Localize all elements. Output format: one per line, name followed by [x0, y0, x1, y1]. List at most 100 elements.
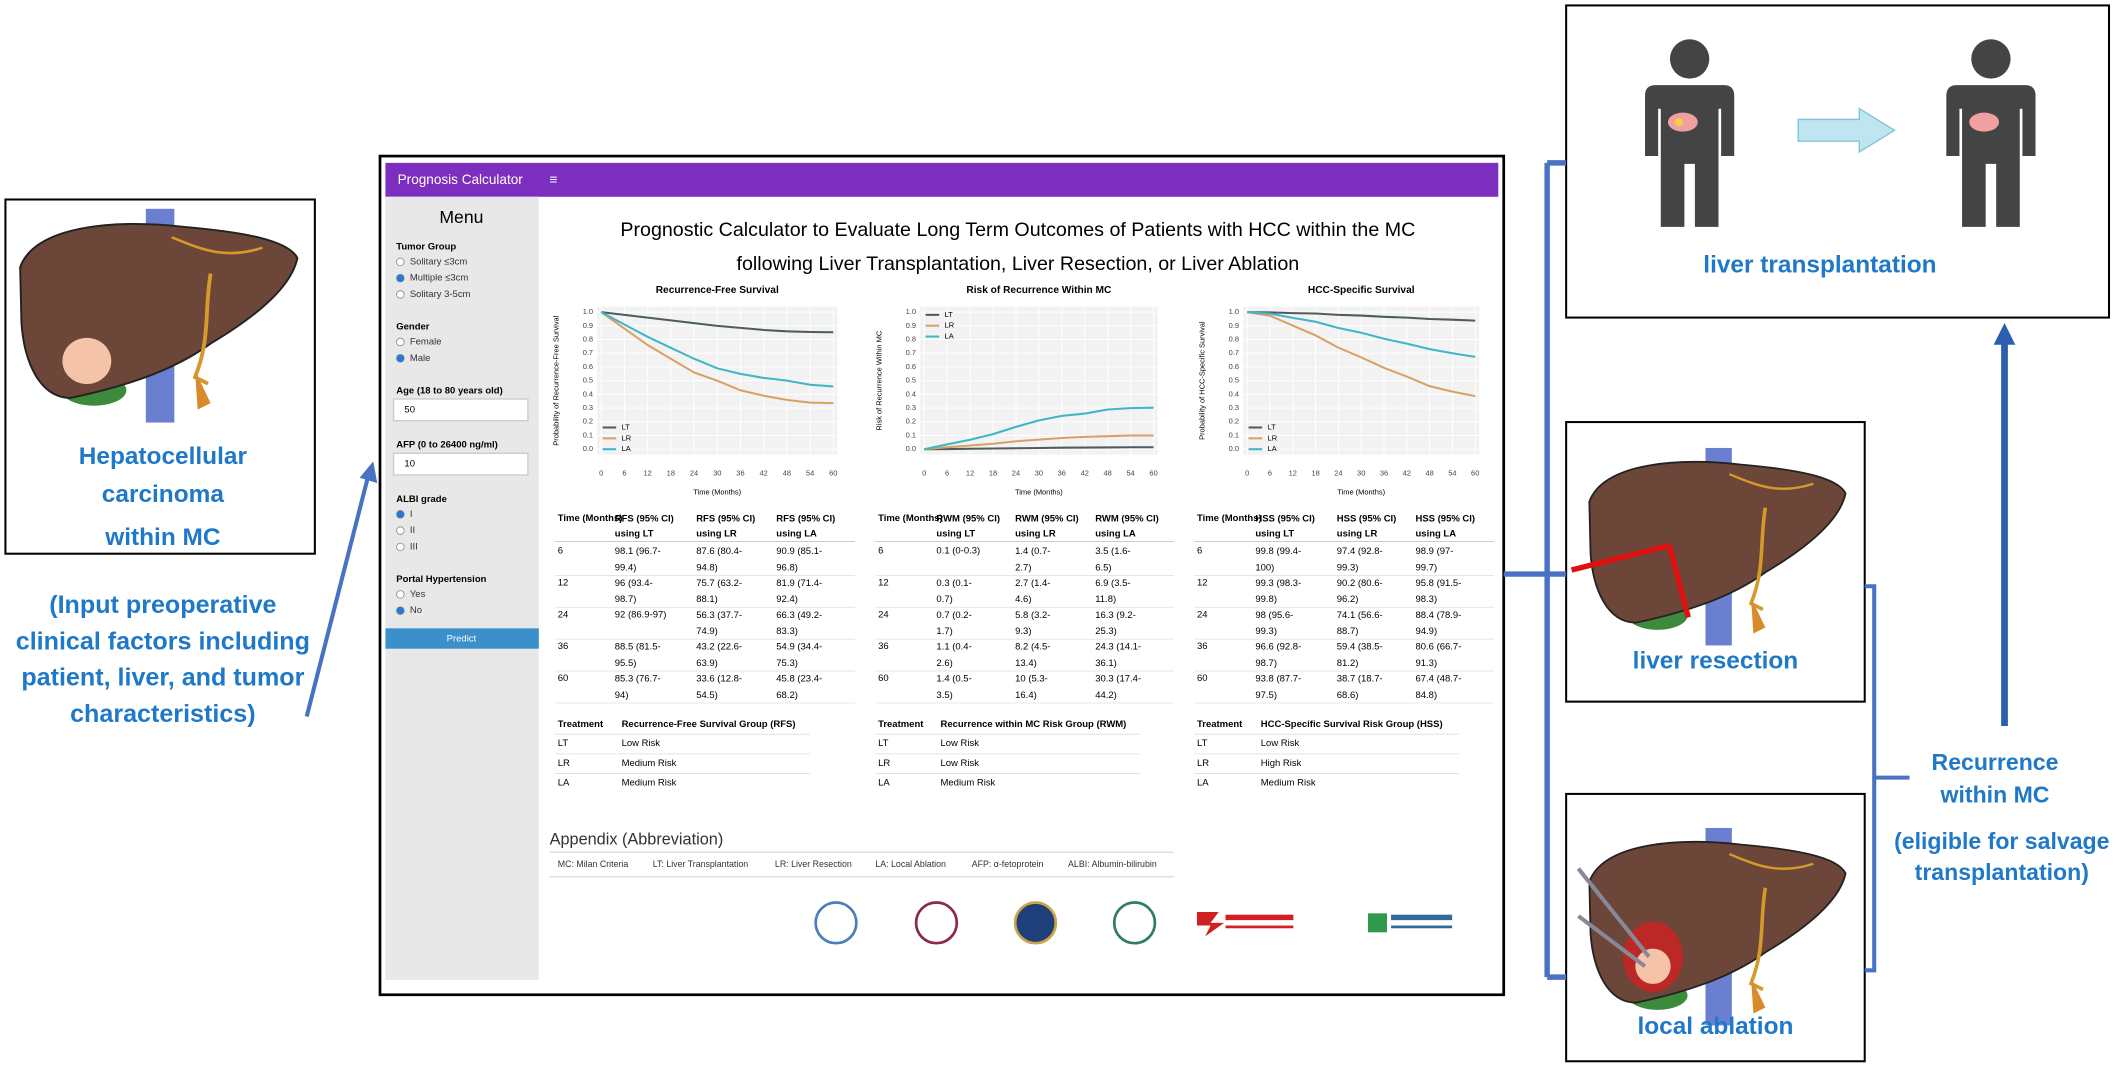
x-tick-label: 24 [1334, 469, 1342, 478]
table-cell: LA [558, 778, 570, 789]
table-cell: 8.2 (4.5-13.4) [1015, 641, 1050, 668]
table-cell: 90.9 (85.1-96.8) [776, 545, 822, 572]
radio-label: II [410, 525, 415, 536]
radio[interactable] [396, 542, 405, 552]
x-tick-label: 42 [1081, 469, 1089, 478]
table-cell: 30.3 (17.4-44.2) [1095, 673, 1141, 700]
caption: carcinoma [102, 481, 225, 508]
table-header: Time (Months) [1197, 513, 1262, 524]
predict-label[interactable]: Predict [447, 634, 477, 645]
y-tick-label: 0.9 [583, 321, 593, 330]
y-tick-label: 0.1 [1229, 430, 1239, 439]
y-tick-label: 0.5 [906, 376, 916, 385]
table-cell: 93.8 (87.7-97.5) [1255, 673, 1301, 700]
y-tick-label: 0.6 [583, 362, 593, 371]
table-cell: 85.3 (76.7-94) [615, 673, 661, 700]
line-series [924, 434, 1154, 451]
table-header: Treatment [1197, 719, 1243, 730]
menu-icon[interactable]: ≡ [550, 172, 558, 187]
appendix-item: LT: Liver Transplantation [653, 859, 748, 869]
radio-selected [396, 354, 405, 363]
table-cell: 6.9 (3.5-11.8) [1095, 577, 1130, 604]
table-cell: 96.6 (92.8-98.7) [1255, 641, 1301, 668]
radio-selected [396, 510, 405, 519]
radio-label: Solitary 3-5cm [410, 289, 471, 300]
table-cell: Medium Risk [1261, 778, 1316, 789]
table-cell: Low Risk [941, 758, 980, 769]
legend-label: LR [1268, 433, 1278, 442]
table-cell: 96 (93.4-98.7) [615, 577, 653, 604]
menu-title: Menu [439, 207, 483, 227]
y-tick-label: 0.4 [583, 389, 593, 398]
brand: Prognosis Calculator [398, 172, 524, 187]
radio-label: Female [410, 336, 442, 347]
y-tick-label: 0.6 [1229, 362, 1239, 371]
tumor [1635, 948, 1671, 984]
table-cell: 99.8 (99.4-100) [1255, 545, 1301, 572]
table-cell: 10 (5.3-16.4) [1015, 673, 1048, 700]
radio[interactable] [396, 526, 405, 535]
x-tick-label: 18 [1311, 469, 1319, 478]
line-series [601, 311, 834, 334]
appendix-title: Appendix (Abbreviation) [550, 830, 724, 848]
table-cell: 88.5 (81.5-95.5) [615, 641, 661, 668]
table-cell: 12 [558, 577, 569, 588]
table-header: RWM (95% CI) using LT [936, 513, 1002, 539]
table-cell: Medium Risk [941, 778, 996, 789]
arrow-head [359, 461, 378, 484]
table-header: RFS (95% CI) using LT [615, 513, 677, 539]
line-series [600, 311, 834, 388]
legend-label: LR [945, 321, 955, 330]
table-cell: Low Risk [941, 738, 980, 749]
table-header: RFS (95% CI) using LR [696, 513, 758, 539]
y-tick-label: 1.0 [906, 307, 916, 316]
y-axis-label: Risk of Recurrence Within MC [874, 330, 883, 430]
x-tick-label: 42 [760, 469, 768, 478]
legend-label: LT [945, 310, 954, 319]
x-tick-label: 18 [989, 469, 997, 478]
radio[interactable] [396, 337, 405, 347]
table-cell: 24 [878, 609, 889, 620]
y-tick-label: 0.8 [583, 335, 593, 344]
input-value: 10 [404, 459, 415, 470]
table-header: Time (Months) [878, 513, 943, 524]
x-tick-label: 60 [829, 469, 837, 478]
arrow [304, 471, 372, 718]
radio[interactable] [396, 290, 405, 299]
legend-label: LT [1268, 422, 1277, 431]
recurrence-label: (eligible for salvage [1894, 828, 2109, 854]
x-tick-label: 54 [806, 469, 814, 478]
chart-title: HCC-Specific Survival [1308, 285, 1415, 296]
table-cell: 66.3 (49.2-83.3) [776, 609, 822, 636]
appendix-item: LA: Local Ablation [875, 859, 946, 869]
table-cell: 24 [1197, 609, 1208, 620]
table-cell: 36 [878, 641, 889, 652]
legend-label: LA [1268, 444, 1277, 453]
field-label: Age (18 to 80 years old) [396, 385, 502, 396]
line-series [600, 311, 834, 405]
table-cell: 0.1 (0-0.3) [936, 545, 980, 556]
text-input[interactable] [392, 398, 529, 422]
text-input[interactable] [392, 452, 529, 476]
y-tick-label: 0.2 [583, 417, 593, 426]
x-tick-label: 30 [713, 469, 721, 478]
appendix-item: AFP: α-fetoprotein [972, 859, 1044, 869]
radio[interactable] [396, 257, 405, 267]
probe [1576, 867, 1651, 968]
appendix-item: MC: Milan Criteria [558, 859, 629, 869]
y-tick-label: 0.1 [906, 430, 916, 439]
y-tick-label: 1.0 [583, 307, 593, 316]
table-cell: 99.3 (98.3-99.8) [1255, 577, 1301, 604]
radio-label: III [410, 541, 418, 552]
radio[interactable] [396, 590, 405, 599]
table-cell: 1.1 (0.4-2.6) [936, 641, 971, 668]
x-axis-label: Time (Months) [1337, 488, 1385, 497]
table-cell: LT [878, 738, 889, 749]
predict-button[interactable] [385, 628, 539, 649]
table-cell: 54.9 (34.4-75.3) [776, 641, 822, 668]
note: clinical factors including [16, 627, 310, 655]
y-tick-label: 0.0 [1229, 444, 1239, 453]
y-tick-label: 0.7 [906, 348, 916, 357]
table-cell: Low Risk [1261, 738, 1300, 749]
